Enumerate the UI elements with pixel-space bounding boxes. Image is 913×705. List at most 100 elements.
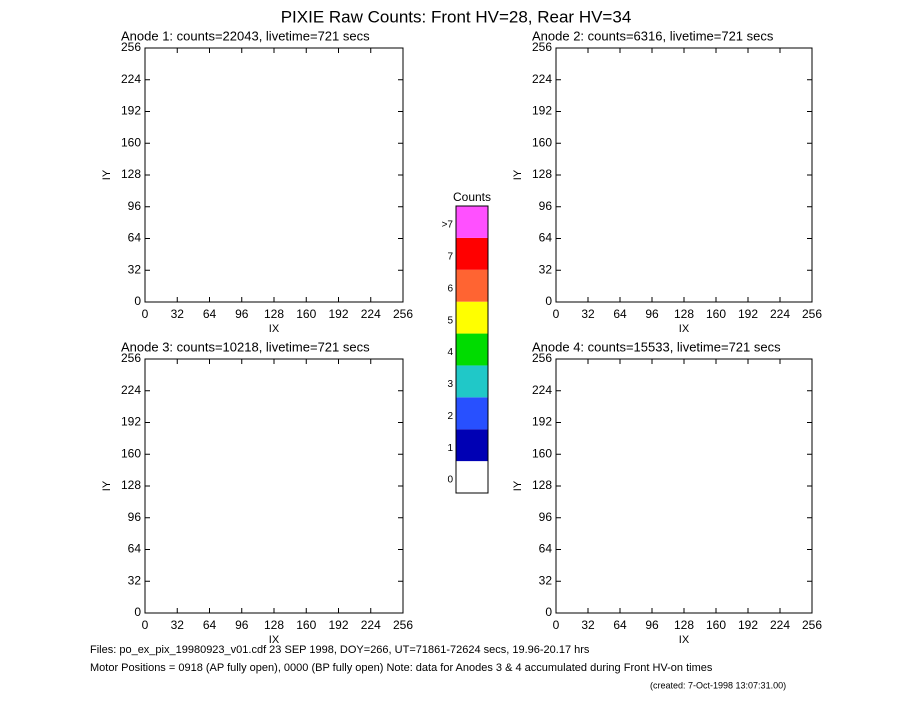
x-tick-label: 160: [706, 307, 726, 321]
y-tick-label: 64: [128, 231, 142, 245]
y-tick-label: 128: [532, 167, 552, 181]
x-tick-label: 0: [142, 307, 149, 321]
x-tick-label: 64: [613, 618, 627, 632]
y-tick-label: 32: [539, 262, 553, 276]
x-tick-label: 224: [361, 307, 381, 321]
y-tick-label: 256: [121, 351, 141, 365]
colorbar-label: 7: [447, 251, 453, 262]
footer-text: (created: 7-Oct-1998 13:07:31.00): [650, 680, 786, 690]
colorbar-cell: [456, 365, 488, 398]
y-tick-label: 160: [121, 135, 141, 149]
y-tick-label: 96: [128, 199, 142, 213]
x-tick-label: 256: [802, 307, 822, 321]
colorbar-label: 1: [447, 443, 453, 454]
y-tick-label: 96: [539, 199, 553, 213]
x-tick-label: 160: [706, 618, 726, 632]
colorbar-label: 3: [447, 379, 453, 390]
colorbar-cell: [456, 429, 488, 462]
colorbar-cell: [456, 333, 488, 366]
y-tick-label: 96: [539, 510, 553, 524]
colorbar-title: Counts: [453, 190, 491, 204]
y-tick-label: 160: [532, 135, 552, 149]
x-tick-label: 0: [142, 618, 149, 632]
panel-title: Anode 2: counts=6316, livetime=721 secs: [532, 28, 774, 43]
y-tick-label: 256: [532, 40, 552, 54]
x-tick-label: 64: [203, 618, 217, 632]
x-axis-label: IX: [679, 323, 690, 335]
x-tick-label: 160: [296, 618, 316, 632]
y-tick-label: 256: [532, 351, 552, 365]
footer-text: Motor Positions = 0918 (AP fully open), …: [90, 662, 713, 674]
x-axis-label: IX: [269, 323, 280, 335]
panel-title: Anode 1: counts=22043, livetime=721 secs: [121, 28, 370, 43]
y-tick-label: 256: [121, 40, 141, 54]
plot-frame: [555, 47, 813, 303]
x-tick-label: 32: [581, 307, 595, 321]
y-axis-label: IY: [101, 480, 113, 491]
x-tick-label: 0: [553, 307, 560, 321]
colorbar-cell: [456, 269, 488, 302]
y-tick-label: 192: [121, 415, 141, 429]
y-tick-label: 32: [539, 573, 553, 587]
x-tick-label: 256: [802, 618, 822, 632]
x-tick-label: 96: [235, 618, 249, 632]
colorbar-label: 0: [447, 475, 453, 486]
x-tick-label: 192: [738, 307, 758, 321]
y-tick-label: 128: [121, 167, 141, 181]
colorbar-cell: [456, 461, 488, 493]
x-tick-label: 160: [296, 307, 316, 321]
y-axis-label: IY: [512, 480, 524, 491]
colorbar-label: >7: [442, 220, 454, 231]
x-tick-label: 32: [171, 618, 185, 632]
x-tick-label: 192: [328, 307, 348, 321]
y-tick-label: 128: [121, 478, 141, 492]
x-axis-label: IX: [679, 634, 690, 646]
y-tick-label: 192: [532, 104, 552, 118]
colorbar-label: 2: [447, 411, 453, 422]
colorbar-cell: [456, 206, 488, 238]
y-tick-label: 224: [532, 383, 552, 397]
panel-title: Anode 4: counts=15533, livetime=721 secs: [532, 339, 781, 354]
y-axis-label: IY: [512, 169, 524, 180]
x-tick-label: 128: [674, 307, 694, 321]
x-tick-label: 96: [235, 307, 249, 321]
x-tick-label: 128: [264, 307, 284, 321]
y-tick-label: 96: [128, 510, 142, 524]
colorbar-label: 4: [447, 347, 453, 358]
y-tick-label: 224: [121, 72, 141, 86]
colorbar-cell: [456, 397, 488, 430]
chart-title: PIXIE Raw Counts: Front HV=28, Rear HV=3…: [281, 7, 632, 26]
colorbar-frame: [455, 205, 489, 494]
x-tick-label: 64: [203, 307, 217, 321]
x-tick-label: 32: [581, 618, 595, 632]
y-tick-label: 224: [121, 383, 141, 397]
x-tick-label: 96: [645, 618, 659, 632]
x-tick-label: 32: [171, 307, 185, 321]
x-tick-label: 192: [738, 618, 758, 632]
x-tick-label: 192: [328, 618, 348, 632]
x-axis-label: IX: [269, 634, 280, 646]
y-tick-label: 128: [532, 478, 552, 492]
colorbar-label: 5: [447, 315, 453, 326]
x-tick-label: 256: [393, 618, 413, 632]
colorbar-cell: [456, 301, 488, 334]
y-tick-label: 0: [545, 605, 552, 619]
plot-frame: [144, 358, 404, 614]
x-tick-label: 64: [613, 307, 627, 321]
x-tick-label: 224: [770, 307, 790, 321]
y-tick-label: 64: [539, 542, 553, 556]
plot-frame: [555, 358, 813, 614]
colorbar-cell: [456, 237, 488, 270]
y-tick-label: 0: [134, 294, 141, 308]
y-tick-label: 64: [539, 231, 553, 245]
x-tick-label: 224: [770, 618, 790, 632]
footer-text: Files: po_ex_pix_19980923_v01.cdf 23 SEP…: [90, 644, 590, 656]
x-tick-label: 224: [361, 618, 381, 632]
y-tick-label: 224: [532, 72, 552, 86]
y-tick-label: 192: [121, 104, 141, 118]
y-tick-label: 160: [121, 446, 141, 460]
x-tick-label: 96: [645, 307, 659, 321]
y-tick-label: 0: [545, 294, 552, 308]
y-tick-label: 32: [128, 573, 142, 587]
